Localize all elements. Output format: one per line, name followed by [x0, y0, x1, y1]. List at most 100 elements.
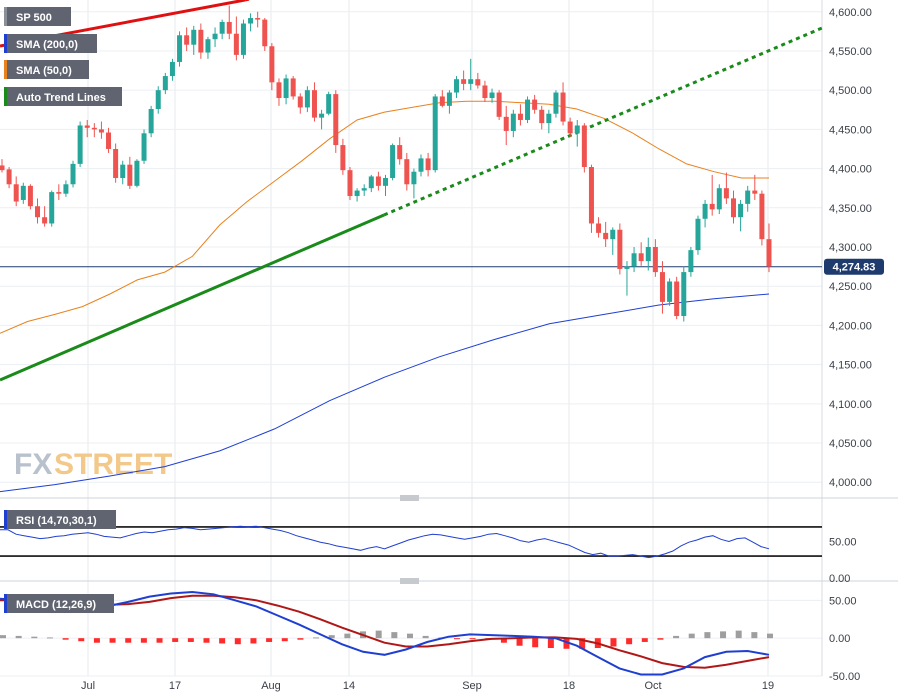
macd-histogram-bar	[0, 635, 6, 639]
candle-body	[659, 272, 665, 302]
macd-histogram-bar	[109, 638, 116, 643]
candle	[240, 19, 246, 59]
macd-histogram-bar	[46, 637, 53, 639]
candle	[766, 223, 772, 273]
candle	[198, 23, 204, 59]
main-y-tick-label: 4,050.00	[829, 438, 872, 450]
main-y-tick-label: 4,500.00	[829, 85, 872, 97]
candle-body	[77, 125, 83, 164]
macd-histogram-bar	[767, 633, 773, 639]
candle	[205, 36, 211, 59]
macd-histogram-bar	[469, 638, 476, 640]
candle-body	[212, 33, 218, 40]
candle-body	[42, 217, 48, 224]
candle-body	[269, 46, 275, 83]
candle	[27, 184, 33, 210]
macd-histogram-bar	[297, 638, 304, 640]
candle-body	[84, 125, 90, 128]
candle	[383, 174, 388, 197]
macd-histogram-bar	[125, 638, 132, 643]
candle	[752, 174, 758, 200]
candle	[738, 199, 744, 232]
candle-body	[6, 169, 12, 185]
candle	[745, 185, 751, 212]
candle-body	[766, 239, 772, 267]
candle	[113, 143, 119, 183]
candle	[20, 182, 26, 204]
candle-body	[709, 203, 715, 210]
panel-resize-handle[interactable]	[400, 495, 419, 501]
candle	[106, 127, 112, 153]
candle-body	[425, 158, 431, 171]
candle-body	[539, 109, 545, 124]
x-tick-label: 19	[762, 680, 774, 692]
legend-macd-label: MACD (12,26,9)	[16, 599, 96, 611]
rsi-y-tick-label: 50.00	[829, 537, 857, 549]
legend-item-macd[interactable]: MACD (12,26,9)	[4, 594, 114, 613]
candle-body	[233, 33, 239, 55]
macd-histogram-bar	[453, 638, 460, 640]
panel-resize-handle[interactable]	[400, 578, 419, 584]
candle-body	[98, 129, 104, 133]
candle-body	[198, 29, 204, 53]
candle-body	[510, 113, 516, 131]
candle	[155, 86, 161, 114]
candle-body	[177, 35, 183, 62]
trend-line-support-extension[interactable]	[383, 26, 823, 217]
candle	[759, 190, 765, 246]
legend-item-symbol[interactable]: SP 500	[4, 7, 71, 26]
legend-item-sma50[interactable]: SMA (50,0)	[4, 60, 89, 79]
macd-y-tick-label: -50.00	[829, 671, 860, 683]
candle-body	[489, 92, 495, 99]
candle	[603, 221, 609, 247]
candle	[311, 82, 317, 122]
candle-body	[191, 29, 197, 45]
candle-body	[240, 23, 246, 55]
candle	[84, 119, 90, 138]
macd-histogram-bar	[751, 632, 758, 639]
main-y-tick-label: 4,600.00	[829, 7, 872, 19]
main-y-tick-label: 4,550.00	[829, 46, 872, 58]
candle-body	[297, 96, 303, 108]
candle	[567, 117, 573, 138]
y-axis: 4,000.00 4,050.00 4,100.00 4,150.00 4,200.00…	[829, 7, 872, 683]
candle-body	[226, 21, 232, 34]
sma50-line	[0, 100, 769, 334]
macd-histogram-bar	[563, 638, 570, 649]
macd-histogram-bar	[15, 635, 22, 639]
macd-histogram-bar	[422, 635, 429, 639]
candle	[624, 261, 630, 296]
x-tick-label: Aug	[261, 680, 281, 692]
macd-histogram-bar	[328, 635, 335, 639]
candle-body	[113, 148, 119, 178]
current-price-marker: 4,274.83	[824, 258, 884, 275]
candle-body	[63, 184, 69, 194]
candle	[0, 159, 5, 173]
candle	[695, 215, 701, 255]
candle-body	[333, 94, 339, 146]
candle	[461, 70, 467, 91]
candle	[120, 160, 126, 185]
legend-item-sma200[interactable]: SMA (200,0)	[4, 34, 97, 53]
candle	[730, 190, 736, 224]
candle-body	[624, 266, 630, 269]
macd-histogram-bar	[78, 638, 85, 642]
candle	[716, 184, 722, 215]
candle	[588, 164, 594, 233]
macd-histogram-bar	[140, 638, 147, 643]
candle-body	[645, 247, 651, 262]
macd-histogram-bar	[344, 633, 351, 639]
candle	[368, 174, 374, 193]
candle	[546, 109, 552, 134]
x-tick-label: 17	[169, 680, 181, 692]
macd-histogram-bar	[516, 638, 523, 646]
macd-histogram-bar	[626, 638, 633, 645]
legend-item-rsi[interactable]: RSI (14,70,30,1)	[4, 510, 116, 529]
trend-line-support[interactable]	[0, 213, 385, 382]
candle	[127, 156, 133, 189]
candle-body	[20, 185, 26, 200]
candle	[347, 167, 353, 200]
legend-item-trend[interactable]: Auto Trend Lines	[4, 87, 122, 106]
watermark-fx: FX	[14, 448, 52, 481]
candle-body	[631, 253, 637, 267]
